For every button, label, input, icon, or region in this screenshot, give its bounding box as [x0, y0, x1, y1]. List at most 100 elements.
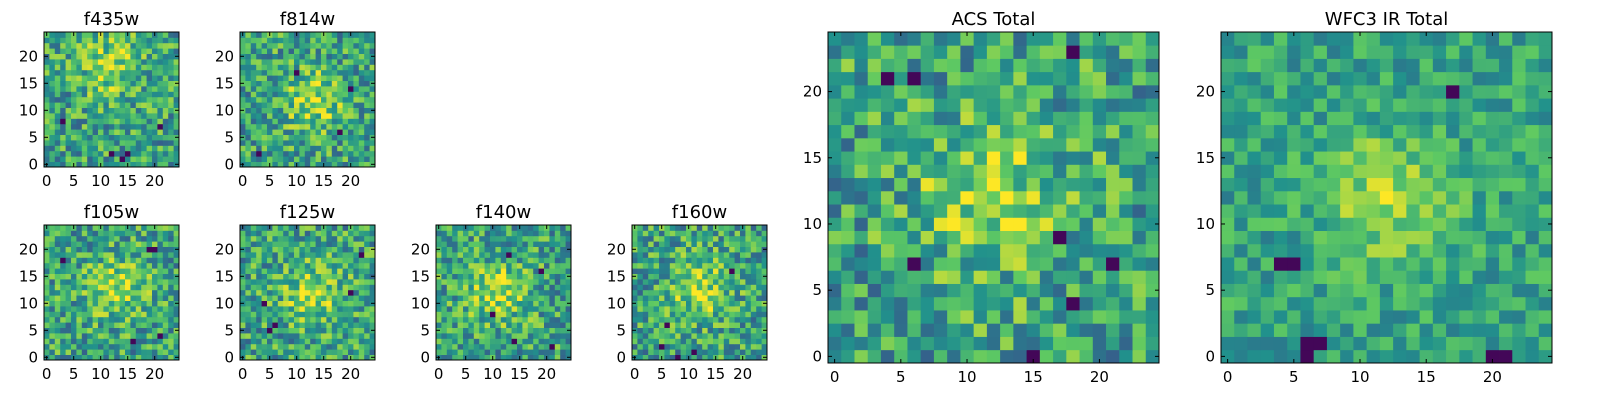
- heatmap-cell: [250, 284, 257, 291]
- heatmap-cell: [369, 102, 376, 108]
- heatmap-cell: [299, 268, 306, 274]
- heatmap-cell: [495, 354, 502, 361]
- heatmap-cell: [267, 150, 273, 157]
- heatmap-cell: [642, 241, 649, 247]
- heatmap-cell: [348, 349, 354, 355]
- heatmap-cell: [71, 91, 77, 98]
- heatmap-cell: [288, 354, 295, 361]
- heatmap-cell: [44, 262, 50, 269]
- heatmap-cell: [125, 300, 131, 307]
- heatmap-cell: [92, 333, 99, 339]
- heatmap-cell: [463, 289, 469, 296]
- heatmap-cell: [331, 113, 338, 119]
- heatmap-cell: [473, 241, 480, 247]
- heatmap-cell: [326, 118, 333, 125]
- heatmap-cell: [729, 333, 735, 339]
- heatmap-cell: [1079, 336, 1094, 351]
- heatmap-cell: [973, 32, 988, 46]
- heatmap-cell: [854, 283, 869, 298]
- heatmap-cell: [152, 289, 158, 296]
- heatmap-cell: [1026, 283, 1041, 298]
- heatmap-cell: [135, 86, 142, 92]
- heatmap-cell: [364, 311, 370, 318]
- heatmap-cell: [331, 349, 338, 355]
- heatmap-cell: [81, 48, 88, 54]
- heatmap-cell: [653, 252, 660, 258]
- heatmap-cell: [358, 53, 365, 60]
- heatmap-cell: [920, 283, 935, 298]
- heatmap-cell: [648, 311, 654, 318]
- heatmap-cell: [1221, 243, 1235, 258]
- heatmap-cell: [500, 322, 507, 328]
- heatmap-cell: [894, 190, 908, 205]
- heatmap-cell: [261, 53, 268, 60]
- heatmap-cell: [310, 338, 316, 345]
- heatmap-cell: [267, 69, 273, 76]
- heatmap-cell: [283, 150, 289, 157]
- heatmap-cell: [680, 230, 687, 237]
- heatmap-cell: [933, 217, 948, 231]
- heatmap-cell: [457, 300, 464, 307]
- heatmap-cell: [76, 230, 83, 237]
- heatmap-cell: [103, 69, 110, 76]
- heatmap-cell: [441, 295, 448, 301]
- heatmap-cell: [288, 91, 295, 98]
- heatmap-cell: [283, 327, 289, 334]
- heatmap-cell: [315, 161, 322, 168]
- heatmap-cell: [256, 42, 262, 49]
- heatmap-cell: [152, 349, 158, 355]
- heatmap-cell: [560, 343, 566, 350]
- heatmap-cell: [108, 59, 115, 65]
- heatmap-cell: [867, 177, 882, 192]
- heatmap-cell: [294, 48, 300, 54]
- heatmap-cell: [103, 338, 110, 345]
- heatmap-cell: [1053, 204, 1067, 218]
- heatmap-cell: [880, 71, 895, 86]
- heatmap-cell: [533, 273, 539, 280]
- heatmap-cell: [446, 333, 453, 339]
- heatmap-cell: [60, 333, 66, 339]
- heatmap-cell: [146, 230, 153, 237]
- heatmap-cell: [256, 262, 262, 269]
- heatmap-cell: [358, 129, 365, 135]
- heatmap-cell: [135, 262, 142, 269]
- heatmap-cell: [337, 86, 343, 92]
- heatmap-cell: [1145, 151, 1160, 165]
- heatmap-cell: [299, 145, 306, 152]
- heatmap-cell: [92, 322, 99, 328]
- heatmap-cell: [522, 241, 529, 247]
- heatmap-cell: [337, 230, 343, 237]
- heatmap-cell: [71, 300, 77, 307]
- heatmap-cell: [65, 96, 72, 103]
- heatmap-cell: [729, 246, 735, 253]
- heatmap-cell: [173, 150, 180, 157]
- heatmap-cell: [1485, 217, 1500, 231]
- heatmap-cell: [867, 217, 882, 231]
- heatmap-cell: [173, 145, 180, 152]
- heatmap-cell: [331, 96, 338, 103]
- heatmap-cell: [745, 338, 752, 345]
- heatmap-cell: [299, 113, 306, 119]
- heatmap-cell: [299, 241, 306, 247]
- heatmap-cell: [1260, 270, 1275, 284]
- heatmap-cell: [653, 333, 660, 339]
- heatmap-cell: [653, 300, 660, 307]
- heatmap-cell: [130, 161, 137, 168]
- heatmap-cell: [272, 289, 279, 296]
- heatmap-cell: [364, 241, 370, 247]
- heatmap-cell: [522, 284, 529, 291]
- heatmap-cell: [288, 333, 295, 339]
- heatmap-cell: [250, 118, 257, 125]
- heatmap-cell: [500, 252, 507, 258]
- heatmap-cell: [321, 107, 327, 114]
- heatmap-cell: [71, 107, 77, 114]
- heatmap-cell: [1300, 151, 1315, 165]
- heatmap-cell: [250, 257, 257, 264]
- heatmap-cell: [973, 349, 988, 364]
- heatmap-cell: [92, 284, 99, 291]
- heatmap-cell: [114, 322, 120, 328]
- heatmap-cell: [103, 322, 110, 328]
- heatmap-cell: [894, 217, 908, 231]
- heatmap-cell: [125, 113, 131, 119]
- heatmap-cell: [907, 270, 922, 284]
